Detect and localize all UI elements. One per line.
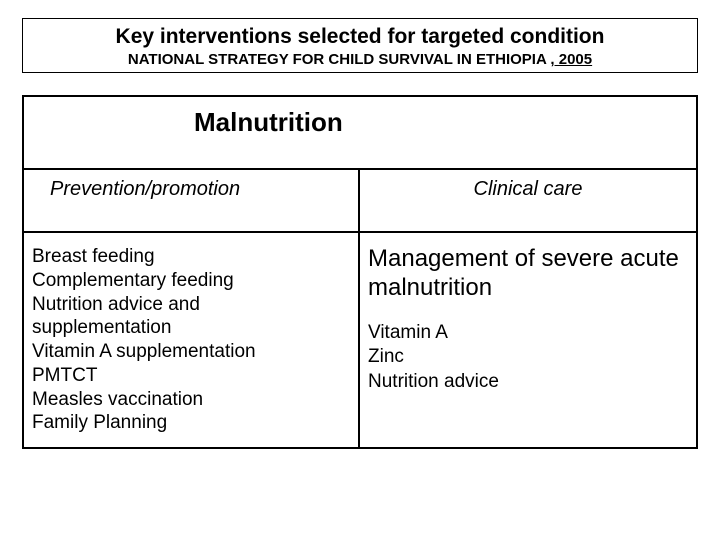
list-item: PMTCT [32,364,344,388]
condition-row: Malnutrition [24,97,696,170]
list-item: Breast feeding [32,245,344,269]
list-item: Nutrition advice [368,370,682,395]
right-column-header: Clinical care [374,178,682,201]
management-heading: Management of severe acute malnutrition [368,245,682,303]
list-item: Complementary feeding [32,269,344,293]
interventions-table: Malnutrition Prevention/promotion Clinic… [22,95,698,449]
content-row: Breast feeding Complementary feeding Nut… [24,233,696,447]
list-item: Zinc [368,345,682,370]
page-subtitle: NATIONAL STRATEGY FOR CHILD SURVIVAL IN … [33,51,687,68]
clinical-care-cell: Management of severe acute malnutrition … [360,233,696,447]
list-item: Vitamin A [368,321,682,346]
condition-cell: Malnutrition [24,97,696,170]
condition-label: Malnutrition [194,107,686,138]
prevention-cell: Breast feeding Complementary feeding Nut… [24,233,360,447]
header-box: Key interventions selected for targeted … [22,18,698,73]
list-item: Measles vaccination [32,388,344,412]
list-item: Family Planning [32,411,344,435]
page-title: Key interventions selected for targeted … [33,25,687,49]
right-column-header-cell: Clinical care [360,170,696,233]
subtitle-main: NATIONAL STRATEGY FOR CHILD SURVIVAL IN … [128,51,551,68]
left-column-header-cell: Prevention/promotion [24,170,360,233]
subtitle-year: , 2005 [550,51,592,68]
list-item: Vitamin A supplementation [32,340,344,364]
clinical-list: Vitamin A Zinc Nutrition advice [368,321,682,395]
prevention-list: Breast feeding Complementary feeding Nut… [32,245,344,435]
list-item: Nutrition advice and supplementation [32,293,344,341]
left-column-header: Prevention/promotion [50,178,344,201]
column-headers-row: Prevention/promotion Clinical care [24,170,696,233]
